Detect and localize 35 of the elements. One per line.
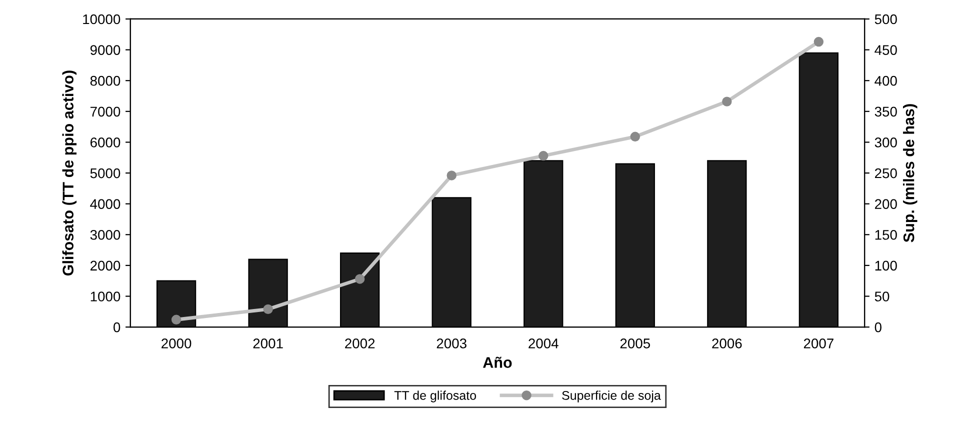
x-tick-label: 2002 bbox=[345, 338, 375, 348]
y-axis-title: Glifosato (TT de ppio activo) bbox=[62, 70, 77, 276]
y-tick-label: 2000 bbox=[90, 260, 120, 271]
y2-tick-label: 500 bbox=[874, 14, 897, 24]
y2-tick-label: 350 bbox=[874, 106, 897, 117]
x-axis-title: Año bbox=[483, 356, 512, 368]
y-tick-label: 5000 bbox=[90, 168, 120, 178]
x-tick-label: 2005 bbox=[620, 338, 650, 348]
legend-label: TT de glifosato bbox=[394, 390, 476, 402]
y-tick-label: 9000 bbox=[90, 45, 120, 55]
y-tick-label: 8000 bbox=[90, 76, 120, 86]
y2-tick-label: 300 bbox=[874, 138, 897, 148]
y-tick-label: 4000 bbox=[90, 199, 120, 209]
y2-tick-label: 400 bbox=[874, 76, 897, 86]
y2-tick-label: 100 bbox=[875, 260, 897, 271]
y2-tick-label: 200 bbox=[874, 199, 897, 209]
x-tick-label: 2004 bbox=[528, 338, 558, 348]
y-tick-label: 10000 bbox=[83, 14, 120, 24]
y2-tick-label: 450 bbox=[874, 45, 897, 55]
x-tick-label: 2007 bbox=[804, 338, 834, 348]
y2-axis-title: Sup. (miles de has) bbox=[903, 104, 918, 242]
x-tick-label: 2001 bbox=[253, 338, 283, 348]
legend-label: Superficie de soja bbox=[562, 390, 661, 402]
y2-tick-label: 0 bbox=[874, 322, 882, 332]
y-tick-label: 0 bbox=[114, 322, 120, 332]
y-tick-label: 3000 bbox=[90, 230, 120, 240]
y-tick-label: 6000 bbox=[90, 138, 120, 148]
x-tick-label: 2000 bbox=[162, 338, 192, 348]
y2-tick-label: 50 bbox=[874, 292, 890, 302]
y2-tick-label: 250 bbox=[874, 168, 897, 178]
y-tick-label: 1000 bbox=[90, 292, 120, 302]
x-tick-label: 2006 bbox=[712, 338, 742, 348]
y-tick-label: 7000 bbox=[90, 106, 120, 117]
y2-tick-label: 150 bbox=[875, 230, 897, 240]
x-tick-label: 2003 bbox=[436, 338, 466, 348]
